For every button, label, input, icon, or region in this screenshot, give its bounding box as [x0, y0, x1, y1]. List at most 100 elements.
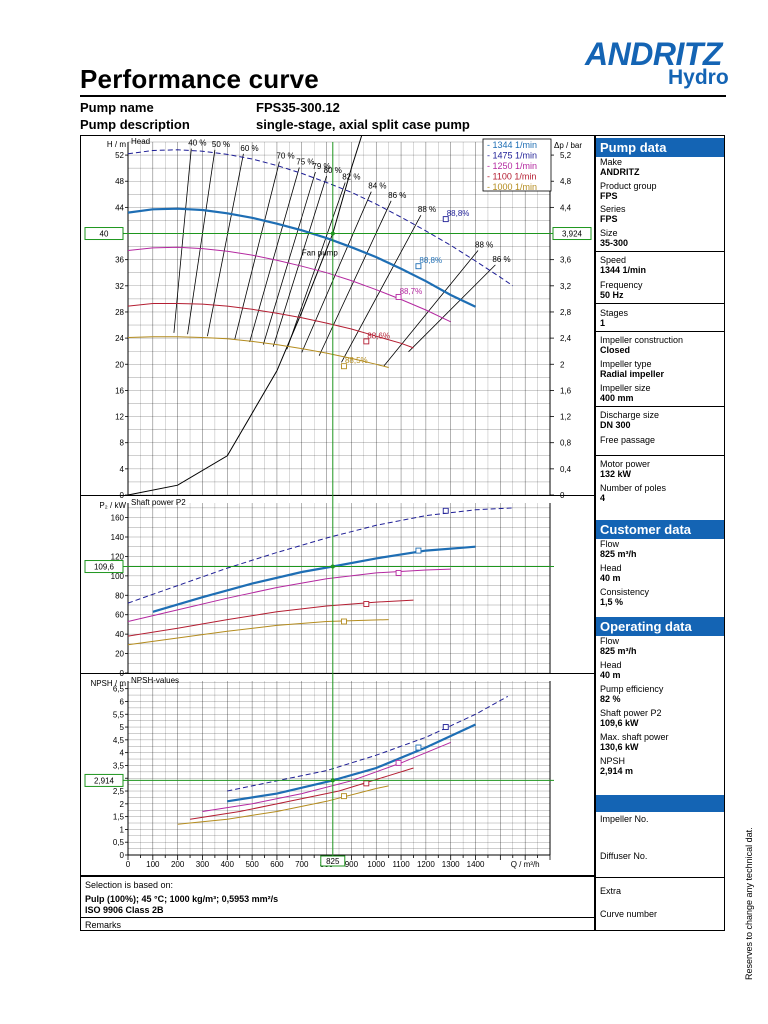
group-label: Product group — [600, 181, 657, 191]
y2-tick-label: 4,8 — [560, 177, 572, 186]
impeller-no-label: Impeller No. — [600, 814, 649, 824]
system-curve-label: Fan pump — [302, 249, 339, 258]
curve-marker — [395, 569, 402, 576]
x-tick-label: 900 — [345, 860, 359, 869]
size-label: Size — [600, 228, 618, 238]
npsh-value: 2,914 m — [600, 766, 634, 776]
operating-head-label: Head — [600, 660, 622, 670]
frequency-label: Frequency — [600, 280, 643, 290]
pump-data-heading: Pump data — [596, 138, 724, 157]
y-tick-label: 4,5 — [113, 736, 125, 745]
page-title: Performance curve — [80, 64, 319, 94]
operating-point — [330, 231, 335, 236]
iso-efficiency-line — [341, 215, 422, 363]
curve-marker — [363, 601, 370, 607]
iso-efficiency-label: 88 % — [475, 241, 493, 250]
divider — [596, 455, 724, 456]
curve-1475 — [127, 149, 514, 287]
efficiency-label: 88,7% — [400, 287, 423, 296]
iso-efficiency-line — [272, 175, 327, 347]
speed-label: Speed — [600, 255, 627, 265]
curve-marker — [395, 759, 402, 766]
y-tick-label: 16 — [115, 386, 124, 395]
y-tick-label: 6 — [120, 697, 125, 706]
efficiency-label: 88,6% — [367, 331, 390, 340]
pump-name-label: Pump name — [80, 100, 154, 115]
divider — [596, 251, 724, 252]
operating-value-label: 109,6 — [94, 563, 115, 572]
curve-1475 — [227, 695, 509, 792]
iso-efficiency-label: 60 % — [240, 144, 258, 153]
iso-efficiency-label: 40 % — [188, 139, 206, 148]
discharge-size-label: Discharge size — [600, 410, 660, 420]
operating-flow-label: 825 — [326, 857, 340, 866]
impeller-size-label: Impeller size — [600, 383, 651, 393]
iso-efficiency-label: 84 % — [368, 182, 386, 191]
divider — [596, 331, 724, 332]
y-tick-label: 0 — [120, 851, 125, 860]
customer-flow-label: Flow — [600, 539, 620, 549]
y-tick-label: 48 — [115, 177, 124, 186]
iso-efficiency-line — [249, 167, 300, 343]
selection-label: Selection is based on: — [85, 880, 174, 890]
customer-data-heading: Customer data — [596, 520, 724, 539]
y2-tick-label: 3,2 — [560, 282, 572, 291]
pump-name-value: FPS35-300.12 — [256, 100, 340, 115]
curve-1475 — [127, 507, 513, 604]
divider — [81, 917, 594, 918]
curve-1000 — [127, 619, 389, 646]
y-tick-label: 60 — [115, 611, 124, 620]
y-tick-label: 40 — [115, 630, 124, 639]
npsh-label: NPSH — [600, 756, 626, 766]
efficiency-label: Pump efficiency — [600, 684, 664, 694]
y-tick-label: 4 — [120, 465, 125, 474]
shaft-power-label: Shaft power P2 — [600, 708, 662, 718]
speed-value: 1344 1/min — [600, 265, 647, 275]
iso-efficiency-line — [301, 191, 372, 353]
discharge-size-value: DN 300 — [600, 420, 631, 430]
impeller-type-label: Impeller type — [600, 359, 652, 369]
x-tick-label: 0 — [126, 860, 131, 869]
operating-flow-value: 825 m³/h — [600, 646, 637, 656]
curve-marker — [341, 618, 347, 625]
iso-efficiency-label: 86 % — [492, 255, 510, 264]
y-axis-label: P₂ / kW — [99, 501, 126, 510]
make-label: Make — [600, 157, 623, 167]
x-axis-label: Q / m³/h — [511, 860, 540, 869]
y-tick-label: 1,5 — [113, 813, 125, 822]
divider — [596, 303, 724, 304]
curve-marker — [442, 507, 449, 514]
y-tick-label: 0,5 — [113, 838, 125, 847]
efficiency-label: 88,8% — [419, 256, 442, 265]
make-value: ANDRITZ — [600, 167, 640, 177]
customer-flow-value: 825 m³/h — [600, 549, 637, 559]
shaft-power-value: 109,6 kW — [600, 718, 639, 728]
curve-1100 — [127, 303, 414, 349]
legend-entry: - 1475 1/min — [487, 151, 537, 161]
y-tick-label: 3,5 — [113, 761, 125, 770]
iso-efficiency-line — [408, 264, 496, 353]
y-axis-label: H / m — [107, 140, 126, 149]
iso-efficiency-label: 86 % — [388, 191, 406, 200]
y-tick-label: 0 — [120, 669, 125, 678]
x-tick-label: 600 — [270, 860, 284, 869]
legend-entry: - 1250 1/min — [487, 161, 537, 171]
y-tick-label: 20 — [115, 360, 124, 369]
operating-flow-box — [320, 855, 346, 867]
y-tick-label: 24 — [115, 334, 124, 343]
data-panel: Pump data Make ANDRITZ Product group FPS… — [595, 135, 725, 931]
series-label: Series — [600, 204, 626, 214]
legend-box — [482, 138, 552, 192]
y2-tick-label: 2,8 — [560, 308, 572, 317]
operating-value-box — [84, 773, 124, 787]
operating-value-label: 2,914 — [94, 776, 115, 785]
curve-marker — [442, 724, 449, 731]
iso-efficiency-label: 82 % — [342, 173, 360, 182]
side-note: Reserves to change any technical dat. — [744, 827, 754, 980]
curve-1000 — [177, 785, 389, 825]
legend-entry: - 1344 1/min — [487, 140, 537, 150]
legend-entry: - 1100 1/min — [487, 172, 536, 182]
y2-tick-label: 0,4 — [560, 465, 572, 474]
poles-value: 4 — [600, 493, 606, 503]
y-tick-label: 160 — [111, 514, 125, 523]
